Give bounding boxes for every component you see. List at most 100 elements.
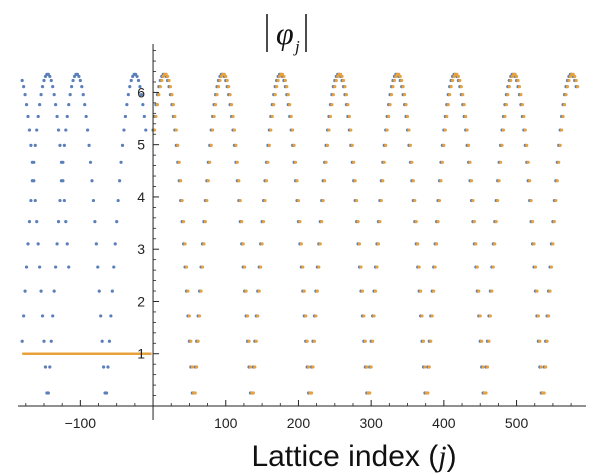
series-1-point: [304, 314, 308, 318]
series-0-point: [100, 339, 104, 343]
series-1-point: [359, 265, 363, 269]
series-1-point: [376, 242, 381, 246]
series-0-point: [97, 289, 101, 293]
series-1-point: [375, 265, 379, 269]
series-1-point: [372, 314, 376, 318]
series-0-point: [24, 265, 29, 269]
series-1-point: [269, 128, 273, 132]
series-1-point: [498, 160, 503, 164]
series-0-point: [126, 93, 130, 97]
series-1-point: [562, 103, 567, 107]
series-0-point: [54, 265, 58, 269]
series-1-point: [165, 74, 170, 79]
series-1-point: [218, 78, 222, 83]
series-1-point: [459, 84, 463, 89]
y-title-symbol: φ: [276, 15, 294, 51]
series-0-point: [120, 143, 125, 147]
series-0-point: [67, 265, 71, 269]
series-1-point: [296, 198, 301, 203]
series-1-point: [552, 220, 556, 224]
series-1-point: [434, 242, 439, 246]
series-1-point: [373, 289, 378, 293]
series-0-point: [102, 365, 106, 369]
series-0-point: [22, 84, 26, 89]
series-1-point: [213, 103, 218, 107]
series-1-point: [234, 143, 238, 147]
series-1-point: [533, 265, 538, 269]
series-1-point: [245, 314, 250, 318]
series-0-point: [123, 114, 128, 119]
x-tick-label: 400: [432, 415, 456, 431]
series-0-point: [70, 84, 74, 89]
series-1-point: [270, 114, 274, 119]
series-1-point: [197, 314, 202, 318]
series-1-point: [347, 114, 351, 119]
series-1-point: [509, 78, 513, 83]
series-0-point: [39, 289, 43, 293]
series-1-point: [416, 242, 420, 246]
series-1-point: [237, 179, 241, 183]
series-1-point: [224, 74, 228, 79]
series-1-point: [273, 93, 277, 97]
series-1-point: [334, 78, 338, 83]
y-tick-label: 5: [137, 137, 145, 153]
series-1-point: [282, 74, 286, 79]
series-1-point: [177, 160, 181, 164]
series-1-point: [484, 391, 488, 395]
series-1-point: [349, 128, 353, 132]
series-1-point: [315, 289, 319, 293]
series-1-point: [291, 128, 295, 132]
series-1-point: [385, 128, 389, 132]
series-1-point: [381, 179, 385, 183]
labels-layer: Lattice index (j) φ j: [251, 14, 457, 473]
series-1-point: [170, 93, 174, 97]
series-1-point: [530, 220, 535, 224]
series-0-point: [33, 198, 37, 203]
series-1-point: [285, 84, 289, 89]
series-0-point: [36, 242, 40, 246]
series-1-point: [400, 78, 404, 83]
series-1-point: [436, 220, 440, 224]
series-0-point: [23, 289, 27, 293]
series-1-point: [324, 160, 328, 164]
series-0-point: [48, 74, 52, 79]
series-1-point: [241, 242, 245, 246]
series-1-point: [504, 103, 508, 107]
series-1-point: [311, 365, 315, 369]
series-1-point: [363, 339, 367, 343]
series-0-point: [38, 103, 42, 107]
series-1-point: [551, 242, 555, 246]
series-1-point: [555, 179, 559, 183]
series-1-point: [564, 93, 568, 97]
series-1-point: [500, 143, 504, 147]
series-1-point: [283, 78, 287, 83]
series-1-point: [330, 103, 334, 107]
series-0-point: [110, 289, 114, 293]
series-1-point: [355, 198, 359, 203]
series-1-point: [266, 160, 270, 164]
series-0-point: [20, 78, 24, 83]
series-1-point: [196, 339, 200, 343]
series-1-point: [160, 78, 164, 83]
series-1-point: [209, 143, 213, 147]
series-1-point: [446, 103, 450, 107]
series-1-point: [299, 242, 303, 246]
series-0-point: [24, 103, 29, 107]
series-1-point: [171, 103, 175, 107]
series-0-point: [87, 143, 91, 147]
series-0-point: [135, 74, 139, 79]
series-1-point: [187, 314, 191, 318]
series-1-point: [423, 365, 427, 369]
series-1-point: [357, 242, 362, 246]
series-1-point: [382, 160, 386, 164]
series-1-point: [401, 84, 405, 89]
series-1-point: [181, 220, 186, 224]
series-1-point: [208, 160, 212, 164]
series-0-point: [106, 365, 110, 369]
series-0-point: [84, 114, 88, 119]
series-0-point: [107, 339, 112, 343]
series-1-point: [387, 114, 391, 119]
series-1-point: [462, 103, 466, 107]
series-0-point: [80, 84, 84, 89]
